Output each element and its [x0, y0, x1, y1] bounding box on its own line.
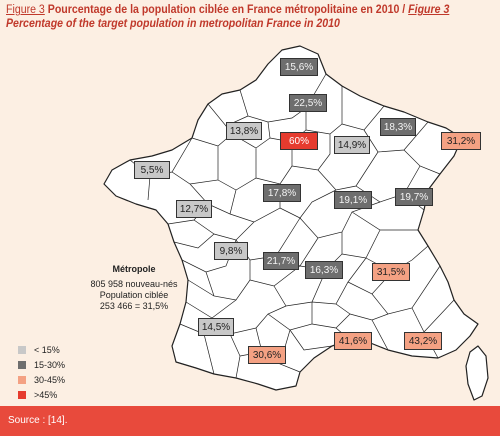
summary-target-value: 253 466 = 31,5%	[99, 301, 169, 311]
region-label-4: 60%	[280, 132, 318, 150]
source-bar: Source : [14].	[0, 406, 500, 436]
legend-item-2: 15-30%	[18, 357, 65, 372]
region-label-14: 21,7%	[263, 252, 299, 270]
region-label-7: 31,2%	[441, 132, 481, 150]
region-label-19: 41,6%	[334, 332, 372, 350]
legend-swatch-3	[18, 375, 26, 384]
region-label-15: 16,3%	[305, 261, 343, 279]
figure-number-fr: Figure 3	[6, 4, 45, 16]
legend-swatch-1	[18, 345, 26, 354]
summary-births: 805 958 nouveau-nés	[90, 279, 178, 289]
region-label-20: 43,2%	[404, 332, 442, 350]
figure-number-en: Figure 3	[408, 4, 450, 16]
title-en: Percentage of the target population in m…	[6, 18, 340, 30]
region-label-12: 12,7%	[176, 200, 212, 218]
corsica-outline	[465, 345, 489, 401]
region-label-2: 22,5%	[289, 94, 327, 112]
legend-label-4: >45%	[34, 389, 58, 400]
figure-caption: Figure 3 Pourcentage de la population ci…	[6, 3, 457, 31]
region-label-16: 31,5%	[372, 263, 410, 281]
legend-item-3: 30-45%	[18, 372, 65, 387]
legend-label-1: < 15%	[34, 344, 60, 355]
region-label-1: 15,6%	[280, 58, 318, 76]
legend-label-2: 15-30%	[34, 359, 66, 370]
summary-title: Métropole	[112, 264, 156, 274]
summary-target-label: Population ciblée	[99, 290, 169, 300]
region-label-13: 9,8%	[214, 242, 248, 260]
legend-item-1: < 15%	[18, 342, 65, 357]
region-label-17: 14,5%	[198, 318, 234, 336]
legend-item-4: >45%	[18, 387, 65, 402]
legend-swatch-2	[18, 360, 26, 369]
legend: < 15% 15-30% 30-45% >45%	[18, 342, 65, 402]
metropole-summary: Métropole 805 958 nouveau-nés Population…	[84, 264, 184, 312]
region-label-5: 14,9%	[334, 136, 370, 154]
region-label-10: 19,1%	[334, 191, 372, 209]
region-label-6: 18,3%	[380, 118, 416, 136]
region-label-11: 19,7%	[395, 188, 433, 206]
region-label-18: 30,6%	[248, 346, 286, 364]
region-label-8: 5,5%	[134, 161, 170, 179]
region-label-3: 13,8%	[226, 122, 262, 140]
legend-label-3: 30-45%	[34, 374, 66, 385]
region-label-9: 17,8%	[263, 184, 301, 202]
legend-swatch-4	[18, 390, 26, 399]
title-fr: Pourcentage de la population ciblée en F…	[47, 4, 409, 16]
